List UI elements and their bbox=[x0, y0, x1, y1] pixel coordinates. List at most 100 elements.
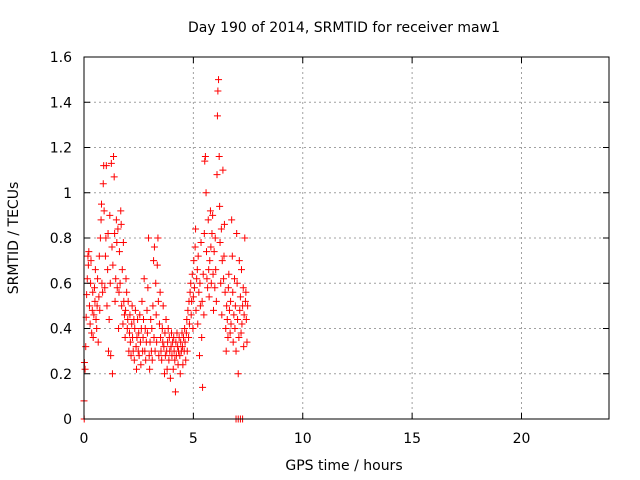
data-point bbox=[113, 239, 121, 247]
data-point bbox=[242, 315, 250, 323]
data-point bbox=[99, 288, 107, 296]
data-point bbox=[158, 356, 166, 364]
data-point bbox=[219, 166, 227, 174]
data-point bbox=[195, 288, 203, 296]
data-point bbox=[91, 266, 99, 274]
data-points bbox=[80, 76, 252, 423]
data-point bbox=[98, 279, 106, 287]
data-point bbox=[181, 338, 189, 346]
data-point bbox=[94, 338, 102, 346]
data-point bbox=[217, 279, 225, 287]
data-point bbox=[101, 284, 109, 292]
data-point bbox=[118, 266, 126, 274]
data-point bbox=[127, 352, 135, 360]
data-point bbox=[229, 338, 237, 346]
data-point bbox=[118, 302, 126, 310]
data-point bbox=[123, 325, 131, 332]
y-tick-label: 0.6 bbox=[50, 276, 72, 292]
data-point bbox=[203, 248, 210, 256]
x-axis-label: GPS time / hours bbox=[285, 458, 402, 474]
data-point bbox=[207, 243, 215, 251]
y-tick-label: 1.2 bbox=[50, 141, 72, 157]
data-point bbox=[157, 334, 165, 342]
data-point bbox=[190, 257, 198, 265]
data-point bbox=[155, 352, 163, 360]
data-point bbox=[229, 288, 237, 296]
data-point bbox=[130, 356, 138, 364]
data-point bbox=[224, 334, 232, 342]
data-point bbox=[137, 361, 145, 369]
data-point bbox=[243, 338, 251, 346]
axis-ticks bbox=[83, 56, 609, 420]
data-point bbox=[234, 370, 242, 378]
data-point bbox=[119, 239, 127, 247]
data-point bbox=[220, 220, 228, 228]
data-point bbox=[206, 257, 214, 265]
data-point bbox=[204, 284, 212, 292]
data-point bbox=[194, 252, 202, 260]
data-point bbox=[151, 347, 159, 355]
x-tick-label: 5 bbox=[189, 431, 198, 447]
data-point bbox=[90, 311, 98, 319]
data-point bbox=[222, 347, 230, 355]
data-point bbox=[126, 338, 134, 346]
data-point bbox=[108, 243, 116, 251]
data-point bbox=[140, 275, 148, 283]
data-point bbox=[228, 252, 236, 260]
data-point bbox=[196, 352, 203, 360]
data-point bbox=[213, 112, 221, 120]
data-point bbox=[187, 279, 195, 287]
data-point bbox=[192, 225, 200, 233]
data-point bbox=[104, 266, 112, 274]
data-point bbox=[214, 87, 222, 95]
data-point bbox=[139, 334, 147, 342]
data-point bbox=[153, 338, 161, 346]
data-point bbox=[83, 275, 91, 283]
data-point bbox=[188, 270, 196, 278]
data-point bbox=[94, 275, 102, 283]
data-point bbox=[143, 329, 151, 337]
data-point bbox=[161, 370, 168, 378]
data-point bbox=[192, 306, 200, 314]
data-point bbox=[199, 383, 207, 391]
data-point bbox=[201, 153, 209, 161]
data-point bbox=[155, 320, 163, 328]
data-point bbox=[153, 261, 161, 269]
data-point bbox=[114, 225, 122, 233]
data-point bbox=[191, 243, 199, 251]
data-point bbox=[184, 306, 192, 314]
data-point bbox=[106, 279, 114, 287]
data-point bbox=[193, 266, 201, 274]
data-point bbox=[115, 248, 123, 256]
data-point bbox=[200, 311, 208, 319]
data-point bbox=[211, 284, 219, 292]
data-point bbox=[152, 311, 160, 319]
data-point bbox=[150, 257, 158, 265]
data-point bbox=[216, 202, 224, 210]
data-point bbox=[221, 288, 229, 296]
data-point bbox=[208, 229, 216, 237]
data-point bbox=[115, 325, 123, 332]
data-point bbox=[141, 325, 149, 332]
data-point bbox=[112, 275, 120, 283]
data-point bbox=[126, 311, 134, 319]
data-point bbox=[113, 284, 121, 292]
data-point bbox=[142, 356, 150, 364]
data-point bbox=[126, 329, 133, 337]
data-point bbox=[218, 311, 226, 319]
data-point bbox=[242, 288, 250, 296]
data-point bbox=[205, 293, 213, 301]
data-point bbox=[209, 270, 217, 278]
data-point bbox=[146, 338, 154, 346]
data-point bbox=[231, 325, 239, 332]
data-point bbox=[102, 162, 110, 170]
data-point bbox=[150, 243, 158, 251]
data-point bbox=[240, 311, 248, 319]
data-point bbox=[154, 234, 162, 242]
grid bbox=[84, 57, 609, 419]
data-point bbox=[183, 315, 191, 323]
data-point bbox=[167, 343, 175, 351]
data-point bbox=[150, 334, 158, 342]
x-tick-label: 0 bbox=[80, 431, 89, 447]
data-point bbox=[104, 229, 112, 237]
